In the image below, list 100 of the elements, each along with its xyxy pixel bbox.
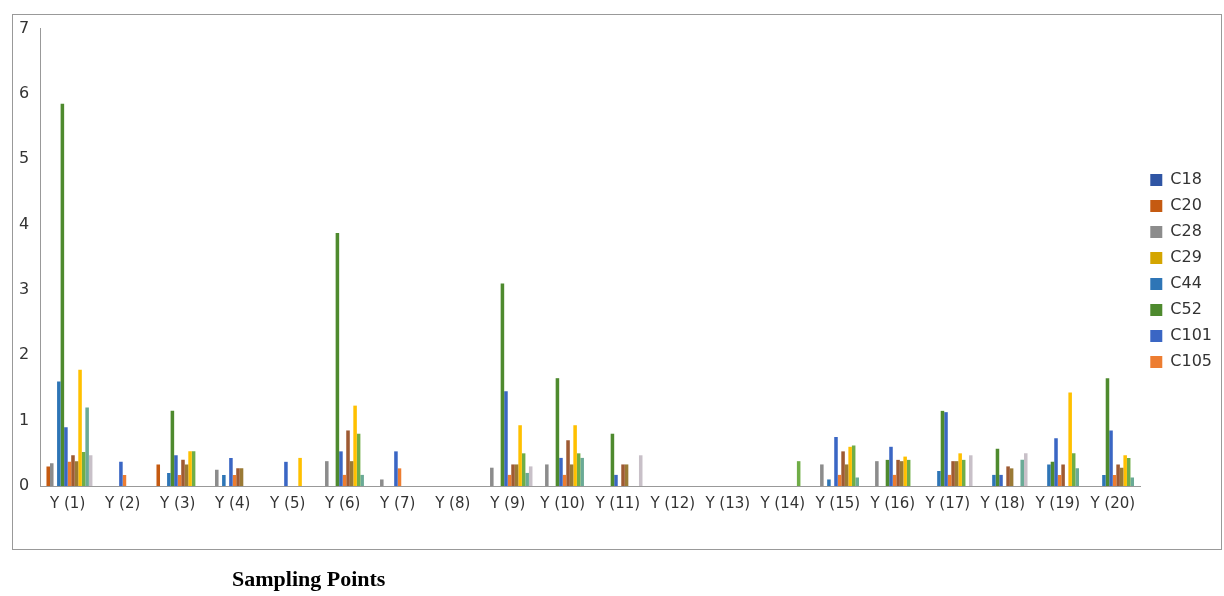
bar (1130, 477, 1134, 486)
bar (181, 459, 185, 486)
bar (1054, 438, 1058, 486)
bar (57, 381, 61, 486)
bar (1068, 392, 1072, 486)
y-tick-label: 0 (18, 475, 30, 495)
x-tick-label: Y (1) (49, 493, 86, 512)
bar (119, 461, 123, 486)
x-tick-label: Y (18) (979, 493, 1026, 512)
x-tick-label: Y (8) (434, 493, 471, 512)
bar (559, 457, 563, 486)
bar (896, 459, 900, 486)
bar (875, 461, 879, 486)
y-tick-label: 4 (18, 213, 30, 233)
bar (621, 464, 625, 486)
bar (573, 425, 577, 486)
bar (834, 436, 838, 486)
y-tick-label: 6 (18, 83, 30, 103)
y-tick-label: 3 (18, 279, 30, 299)
bar (504, 391, 508, 486)
bar (855, 477, 859, 486)
bar (968, 455, 973, 486)
x-tick-label: Y (2) (104, 493, 141, 512)
bar (78, 369, 82, 486)
bar (346, 430, 350, 486)
bar (174, 455, 178, 486)
legend-label: C101 (1170, 325, 1213, 345)
x-tick-label: Y (16) (869, 493, 916, 512)
bar (566, 440, 570, 486)
bar (903, 456, 907, 486)
bar (394, 451, 398, 486)
x-tick-label: Y (13) (704, 493, 751, 512)
bar (1109, 430, 1113, 486)
bar (841, 451, 845, 486)
bar (848, 446, 852, 486)
bar (1102, 474, 1106, 486)
x-tick-label: Y (4) (214, 493, 251, 512)
bar (360, 474, 364, 486)
legend-label: C44 (1170, 273, 1202, 293)
bar (325, 461, 329, 486)
bar (229, 457, 233, 486)
bar (156, 464, 161, 486)
y-tick-label: 2 (18, 344, 30, 364)
bar (580, 457, 584, 486)
bar (545, 464, 549, 486)
x-tick-label: Y (11) (594, 493, 641, 512)
bar (50, 463, 54, 486)
bar (490, 467, 494, 486)
bar (380, 479, 384, 486)
bar (236, 468, 240, 486)
bar (284, 461, 288, 486)
bar (188, 451, 192, 486)
bar (64, 427, 68, 486)
bar (1006, 466, 1010, 486)
x-tick-label: Y (12) (649, 493, 696, 512)
bar (1020, 459, 1024, 486)
bar (71, 455, 75, 486)
x-axis-title: Sampling Points (232, 566, 386, 592)
x-tick-label: Y (6) (324, 493, 361, 512)
x-tick-label: Y (3) (159, 493, 196, 512)
y-tick-label: 5 (18, 148, 30, 168)
bar (1116, 464, 1120, 486)
bar (944, 412, 948, 486)
bar (827, 479, 831, 486)
bar (958, 453, 962, 486)
bar (1047, 464, 1051, 486)
bar (525, 472, 529, 486)
bar (1023, 453, 1028, 486)
bar (85, 407, 89, 486)
bar (518, 425, 522, 486)
bar (298, 457, 302, 486)
legend-label: C18 (1170, 169, 1202, 189)
legend-label: C52 (1170, 299, 1202, 319)
x-tick-label: Y (5) (269, 493, 306, 512)
bar (951, 461, 955, 486)
bar (937, 470, 941, 486)
x-tick-label: Y (15) (814, 493, 861, 512)
legend-label: C28 (1170, 221, 1202, 241)
bar (992, 474, 996, 486)
x-tick-label: Y (17) (924, 493, 971, 512)
x-tick-label: Y (20) (1089, 493, 1136, 512)
y-tick-label: 7 (18, 17, 30, 37)
legend-label: C105 (1170, 351, 1213, 371)
bar (1061, 464, 1065, 486)
bar (1123, 455, 1127, 486)
bar (353, 405, 357, 486)
bar (167, 472, 171, 486)
bar (46, 466, 50, 486)
x-tick-label: Y (19) (1034, 493, 1081, 512)
bar (999, 474, 1003, 486)
legend-label: C29 (1170, 247, 1202, 267)
legend-label: C20 (1170, 195, 1202, 215)
x-tick-label: Y (9) (489, 493, 526, 512)
bar (614, 474, 618, 486)
bar (222, 474, 226, 486)
bar (889, 446, 893, 486)
x-tick-label: Y (7) (379, 493, 416, 512)
bar (1075, 468, 1079, 486)
bar (215, 469, 219, 486)
bar (511, 464, 515, 486)
